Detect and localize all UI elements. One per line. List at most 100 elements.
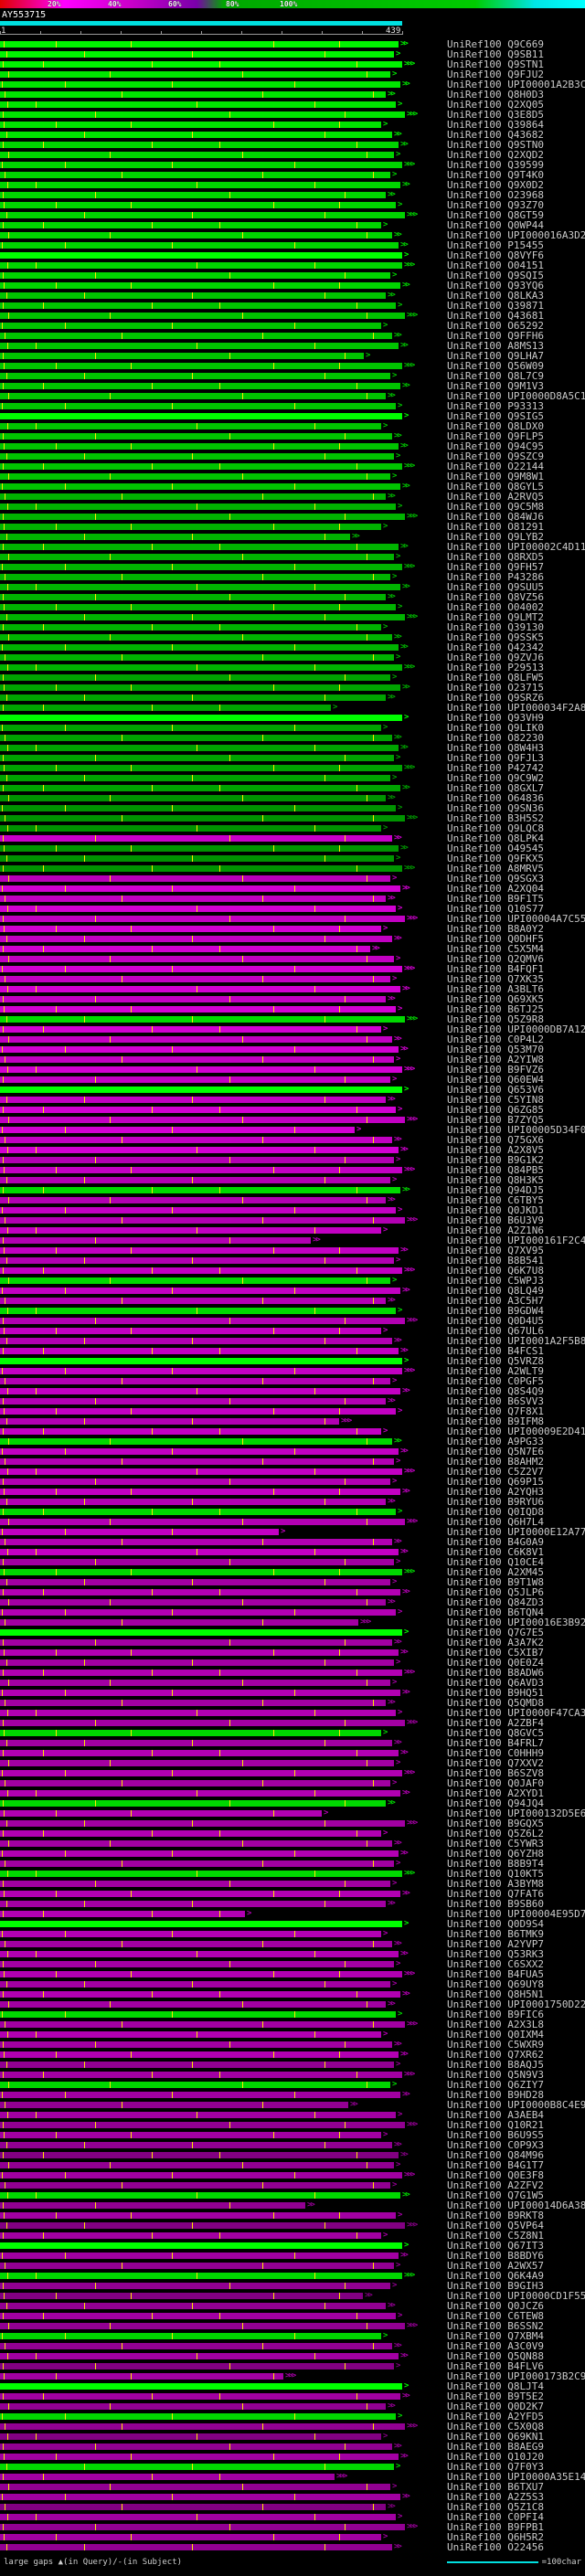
alignment-bar[interactable]: [0, 2253, 399, 2259]
hit-row[interactable]: >>> UniRef100_C5X0Q8: [0, 2422, 585, 2432]
alignment-bar[interactable]: [0, 1559, 394, 1565]
hit-label[interactable]: UniRef100_B6SSN2: [447, 2321, 544, 2331]
hit-row[interactable]: > UniRef100_B9GIH3: [0, 2281, 585, 2291]
alignment-bar[interactable]: [0, 825, 381, 832]
alignment-bar[interactable]: [0, 1539, 392, 1545]
hit-label[interactable]: UniRef100_O49545: [447, 843, 544, 853]
hit-row[interactable]: >>> UniRef100_A8MRV5: [0, 864, 585, 874]
hit-row[interactable]: >> UniRef100_Q0D2K7: [0, 2401, 585, 2412]
hit-row[interactable]: > UniRef100_Q9C9W2: [0, 773, 585, 783]
alignment-bar[interactable]: [0, 1509, 396, 1515]
hit-label[interactable]: UniRef100_Q43681: [447, 311, 544, 321]
alignment-bar[interactable]: [0, 343, 399, 349]
alignment-bar[interactable]: [0, 1267, 402, 1274]
hit-label[interactable]: UniRef100_Q5Z1C8: [447, 2502, 544, 2512]
alignment-bar[interactable]: [0, 715, 402, 721]
hit-label[interactable]: UniRef100_Q8S4Q9: [447, 1386, 544, 1396]
alignment-bar[interactable]: [0, 2222, 405, 2229]
hit-label[interactable]: UniRef100_Q94C95: [447, 441, 544, 451]
hit-row[interactable]: > UniRef100_Q8L7C9: [0, 371, 585, 381]
hit-label[interactable]: UniRef100_Q56W09: [447, 361, 544, 371]
alignment-bar[interactable]: [0, 1961, 394, 1967]
hit-row[interactable]: >> UniRef100_A3A7K2: [0, 1638, 585, 1648]
alignment-bar[interactable]: [0, 1670, 402, 1676]
hit-label[interactable]: UniRef100_B4G0A9: [447, 1537, 544, 1547]
alignment-bar[interactable]: [0, 202, 396, 208]
alignment-bar[interactable]: [0, 2182, 390, 2189]
hit-row[interactable]: >>> UniRef100_Q9STN1: [0, 59, 585, 69]
hit-label[interactable]: UniRef100_UPI0000E12A77: [447, 1527, 585, 1537]
hit-row[interactable]: > UniRef100_Q39864: [0, 120, 585, 130]
hit-row[interactable]: >>> UniRef100_Q8GT59: [0, 210, 585, 220]
alignment-bar[interactable]: [0, 926, 381, 932]
alignment-bar[interactable]: [0, 1056, 394, 1063]
hit-row[interactable]: >>> UniRef100_A2XM45: [0, 1567, 585, 1577]
hit-row[interactable]: >>> UniRef100_UPI00016E3B92: [0, 1617, 585, 1627]
hit-label[interactable]: UniRef100_Q75GX6: [447, 1135, 544, 1145]
hit-label[interactable]: UniRef100_B4FLV6: [447, 2361, 544, 2371]
alignment-bar[interactable]: [0, 986, 400, 992]
hit-label[interactable]: UniRef100_Q8LPK4: [447, 833, 544, 843]
hit-label[interactable]: UniRef100_Q2XQD2: [447, 150, 544, 160]
alignment-bar[interactable]: [0, 1830, 381, 1837]
hit-label[interactable]: UniRef100_Q9FJU2: [447, 69, 544, 80]
alignment-bar[interactable]: [0, 1800, 386, 1807]
hit-row[interactable]: >> UniRef100_Q5JLP6: [0, 1587, 585, 1597]
hit-row[interactable]: > UniRef100_B8B9T4: [0, 1859, 585, 1869]
hit-row[interactable]: >> UniRef100_Q0JCZ6: [0, 2301, 585, 2311]
hit-label[interactable]: UniRef100_Q5QMD8: [447, 1698, 544, 1708]
hit-label[interactable]: UniRef100_P93313: [447, 401, 544, 411]
hit-label[interactable]: UniRef100_C0P4L2: [447, 1034, 544, 1044]
hit-row[interactable]: > UniRef100_Q8VYF6: [0, 250, 585, 260]
hit-label[interactable]: UniRef100_B6TMK9: [447, 1929, 544, 1939]
hit-label[interactable]: UniRef100_Q67UL6: [447, 1326, 544, 1336]
alignment-bar[interactable]: [0, 313, 405, 319]
hit-row[interactable]: >>> UniRef100_B9FPB1: [0, 2522, 585, 2532]
alignment-bar[interactable]: [0, 564, 402, 570]
hit-label[interactable]: UniRef100_B9RKT8: [447, 2210, 544, 2221]
hit-label[interactable]: UniRef100_B8B541: [447, 1256, 544, 1266]
hit-row[interactable]: >> UniRef100_Q8VZ56: [0, 592, 585, 602]
hit-label[interactable]: UniRef100_Q9FH57: [447, 562, 544, 572]
alignment-bar[interactable]: [0, 2122, 405, 2128]
alignment-bar[interactable]: [0, 1881, 390, 1887]
hit-row[interactable]: >> UniRef100_Q5N7E6: [0, 1447, 585, 1457]
hit-row[interactable]: >> UniRef100_Q9X0D2: [0, 180, 585, 190]
hit-row[interactable]: >>> UniRef100_Q9FH57: [0, 562, 585, 572]
hit-row[interactable]: >> UniRef100_Q9FLP5: [0, 431, 585, 441]
alignment-bar[interactable]: [0, 755, 394, 761]
hit-label[interactable]: UniRef100_Q84ZD3: [447, 1597, 544, 1607]
hit-row[interactable]: >> UniRef100_Q8H5N1: [0, 1989, 585, 1999]
hit-label[interactable]: UniRef100_B9SB60: [447, 1899, 544, 1909]
alignment-bar[interactable]: [0, 1780, 390, 1786]
hit-label[interactable]: UniRef100_Q0JKD1: [447, 1205, 544, 1215]
hit-row[interactable]: >>> UniRef100_B6SZV8: [0, 1768, 585, 1778]
hit-row[interactable]: > UniRef100_Q8GVC5: [0, 1728, 585, 1738]
hit-label[interactable]: UniRef100_B8BDY6: [447, 2251, 544, 2261]
hit-label[interactable]: UniRef100_A2Z1N6: [447, 1225, 544, 1235]
alignment-bar[interactable]: [0, 835, 392, 842]
alignment-bar[interactable]: [0, 996, 386, 1002]
hit-label[interactable]: UniRef100_Q53RK3: [447, 1949, 544, 1959]
alignment-bar[interactable]: [0, 182, 400, 188]
hit-label[interactable]: UniRef100_Q39130: [447, 622, 544, 632]
alignment-bar[interactable]: [0, 363, 402, 369]
alignment-bar[interactable]: [0, 1026, 381, 1033]
hit-row[interactable]: >> UniRef100_A2Z5S3: [0, 2492, 585, 2502]
hit-row[interactable]: >> UniRef100_Q8GYL5: [0, 482, 585, 492]
hit-row[interactable]: >> UniRef100_UPI000016A3D2: [0, 230, 585, 240]
hit-row[interactable]: > UniRef100_Q9SGX3: [0, 874, 585, 884]
alignment-bar[interactable]: [0, 252, 402, 259]
alignment-bar[interactable]: [0, 1308, 396, 1314]
alignment-bar[interactable]: [0, 212, 405, 218]
alignment-bar[interactable]: [0, 1921, 402, 1927]
hit-label[interactable]: UniRef100_Q69XK5: [447, 994, 544, 1004]
alignment-bar[interactable]: [0, 172, 390, 178]
alignment-bar[interactable]: [0, 383, 400, 389]
alignment-bar[interactable]: [0, 765, 402, 771]
hit-row[interactable]: >> UniRef100_Q9SRZ6: [0, 693, 585, 703]
hit-label[interactable]: UniRef100_Q9X0D2: [447, 180, 544, 190]
hit-row[interactable]: >> UniRef100_B9SB60: [0, 1899, 585, 1909]
hit-row[interactable]: >> UniRef100_UPI00002C4D11: [0, 542, 585, 552]
hit-label[interactable]: UniRef100_Q8GVC5: [447, 1728, 544, 1738]
